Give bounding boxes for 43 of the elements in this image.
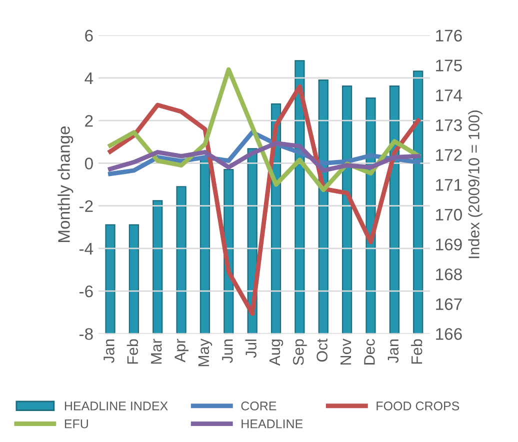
x-tick-label: Jul — [245, 340, 256, 358]
line-series — [108, 84, 420, 316]
x-tick-label: Dec — [364, 338, 375, 364]
y2-tick-label: 173 — [436, 119, 462, 132]
y-tick-label: 0 — [84, 158, 93, 170]
legend-label: CORE — [241, 402, 276, 410]
y-tick-label: 4 — [84, 72, 94, 84]
y-tick-label: 6 — [85, 30, 93, 42]
x-tick-label: Feb — [126, 339, 138, 364]
legend-label: HEADLINE INDEX — [64, 402, 168, 410]
y-axis-title: Monthly change — [58, 126, 74, 242]
x-tick-label: May — [198, 338, 212, 366]
y2-tick-label: 171 — [436, 179, 462, 191]
y2-tick-label: 166 — [436, 328, 462, 340]
legend-label: HEADLINE — [242, 420, 303, 428]
x-tick-label: Aug — [269, 340, 284, 366]
y2-tick-label: 170 — [436, 208, 462, 221]
y2-tick-label: 175 — [436, 60, 462, 72]
x-tick-label: Feb — [410, 339, 422, 364]
x-tick-label: Nov — [340, 338, 352, 364]
y2-tick-label: 174 — [436, 90, 462, 102]
y-tick-label: -4 — [79, 243, 94, 255]
y2-tick-label: 169 — [436, 238, 462, 250]
y2-tick-label: 167 — [436, 298, 462, 310]
x-tick-label: Oct — [316, 338, 328, 362]
x-tick-label: Jun — [222, 340, 233, 363]
y-tick-label: 2 — [85, 115, 93, 127]
line-series — [108, 140, 420, 173]
legend-label: FOOD CROPS — [376, 402, 460, 410]
line-series — [108, 67, 420, 192]
y-tick-label: -6 — [79, 285, 93, 298]
x-tick-label: Sep — [292, 339, 307, 366]
x-tick-label: Jan — [388, 340, 399, 363]
x-tick-label: Mar — [151, 338, 162, 364]
y2-axis-title: Index (2009/10 = 100) — [468, 110, 482, 258]
legend-label: EFU — [64, 420, 88, 428]
x-tick-label: Apr — [174, 338, 188, 362]
y2-tick-label: 176 — [436, 30, 462, 42]
y2-tick-label: 172 — [436, 149, 462, 161]
y2-tick-label: 168 — [436, 268, 462, 280]
x-tick-label: Jan — [104, 340, 114, 363]
y-tick-label: -2 — [79, 200, 93, 212]
y-tick-label: -8 — [79, 328, 93, 340]
